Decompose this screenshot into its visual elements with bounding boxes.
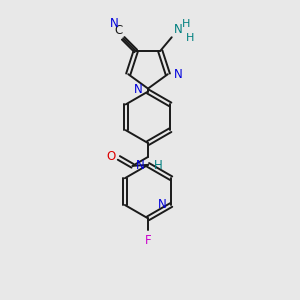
Text: N: N [174,23,182,36]
Text: N: N [136,159,145,172]
Text: N: N [158,199,166,212]
Text: H: H [186,33,194,43]
Text: N: N [134,83,143,96]
Text: H: H [182,19,190,29]
Text: F: F [145,234,151,247]
Text: N: N [110,17,118,30]
Text: O: O [106,150,116,164]
Text: H: H [154,159,163,172]
Text: N: N [174,68,182,81]
Text: C: C [114,24,122,37]
